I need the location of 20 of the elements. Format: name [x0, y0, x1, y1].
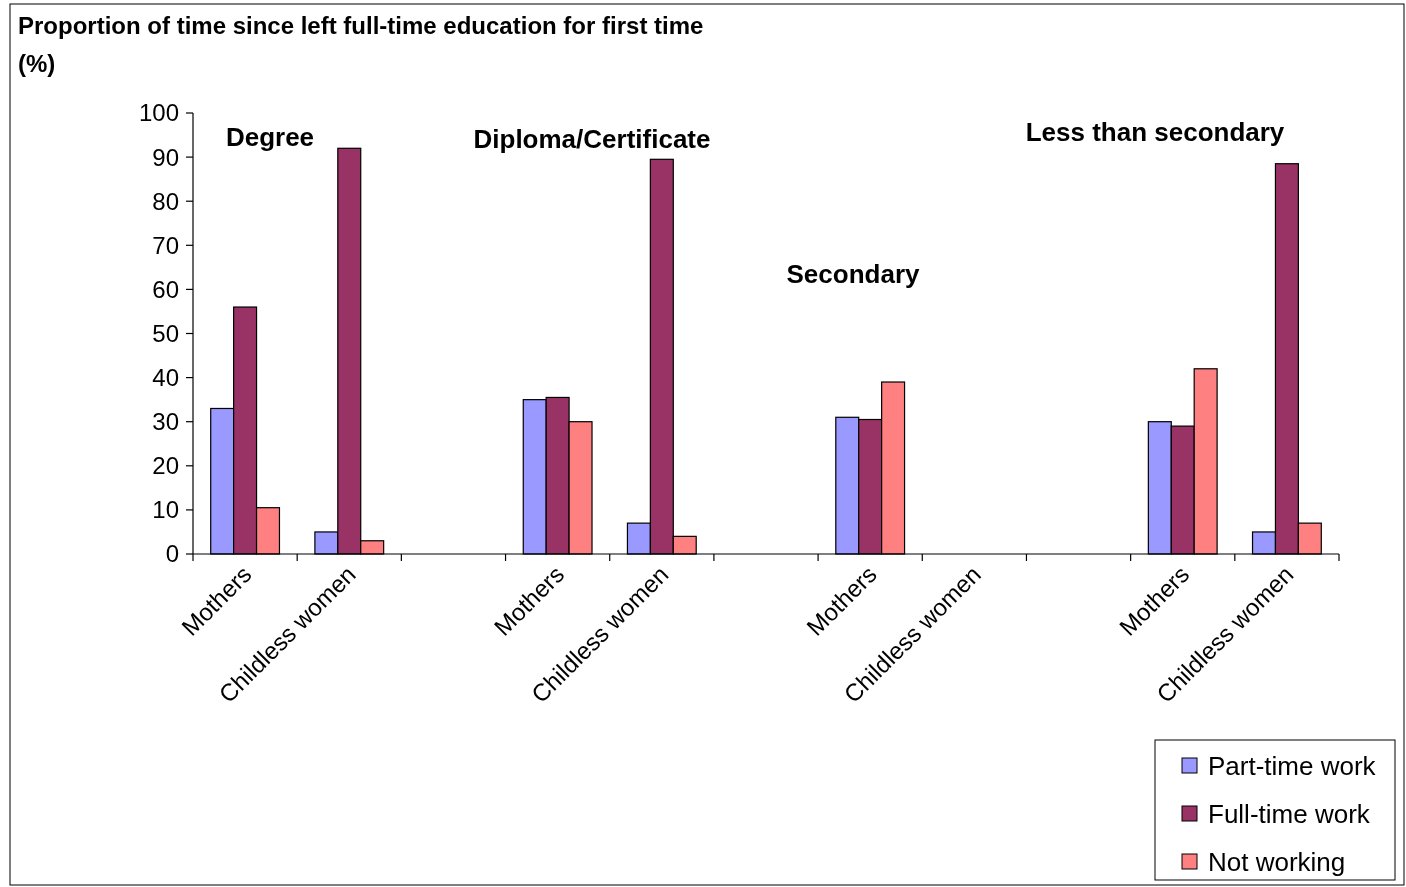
- annotation: Diploma/Certificate: [473, 124, 711, 155]
- y-tick-label: 50: [152, 319, 179, 347]
- chart-subtitle: (%): [18, 50, 56, 77]
- annotation: Degree: [225, 122, 315, 153]
- legend-label: Not working: [1208, 847, 1346, 878]
- y-tick-label: 90: [152, 143, 179, 171]
- y-tick-label: 20: [152, 452, 179, 480]
- legend-label: Full-time work: [1208, 799, 1371, 830]
- annotation: Secondary: [786, 259, 921, 290]
- chart-title: Proportion of time since left full-time education for first time: [18, 12, 704, 39]
- annotation: Less than secondary: [1025, 117, 1285, 148]
- y-tick-label: 10: [152, 496, 179, 524]
- y-tick-label: 100: [138, 99, 179, 127]
- y-tick-label: 40: [152, 364, 179, 391]
- legend-label: Part-time work: [1208, 751, 1377, 782]
- y-tick-label: 30: [152, 408, 179, 436]
- y-tick-label: 60: [152, 275, 179, 303]
- y-tick-label: 0: [165, 540, 179, 568]
- y-tick-label: 70: [152, 231, 179, 259]
- y-tick-label: 80: [152, 187, 179, 215]
